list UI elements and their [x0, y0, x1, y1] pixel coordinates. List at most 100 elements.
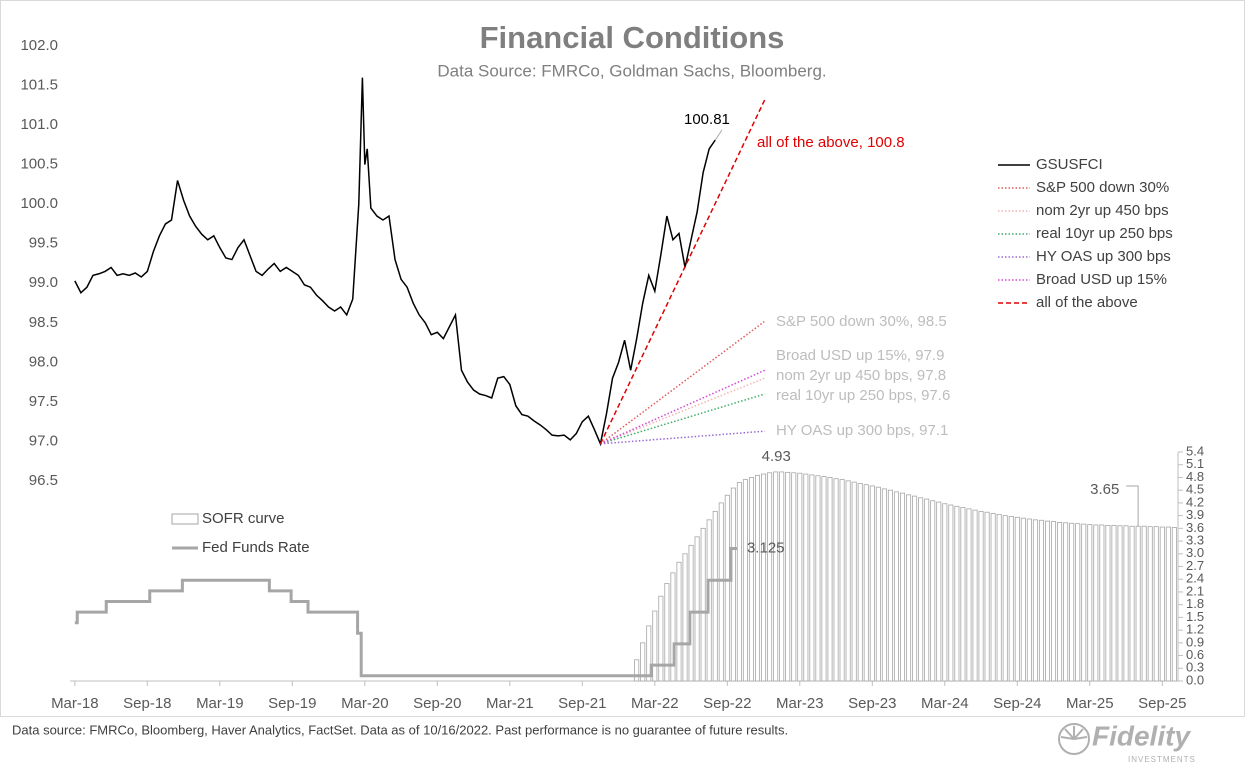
sofr-bar [978, 510, 984, 682]
sofr-bar [1057, 521, 1063, 682]
sofr-bar [700, 527, 706, 682]
leader-line [714, 129, 723, 141]
sofr-bar [1008, 516, 1014, 682]
sofr-bar [1038, 519, 1044, 682]
sofr-bar [718, 502, 724, 682]
y-tick-label: 99.5 [29, 235, 58, 252]
sofr-bar [1165, 526, 1171, 682]
chart-subtitle: Data Source: FMRCo, Goldman Sachs, Bloom… [437, 61, 826, 80]
x-tick-label: Sep-19 [268, 695, 316, 712]
sofr-bar [773, 471, 779, 682]
x-tick-label: Sep-23 [848, 695, 896, 712]
x-tick-label: Sep-18 [123, 695, 171, 712]
sofr-bar [785, 471, 791, 682]
sofr-bar [724, 494, 730, 682]
x-tick-label: Sep-22 [703, 695, 751, 712]
x-tick-label: Mar-19 [196, 695, 244, 712]
sofr-bar [1141, 525, 1147, 682]
legend-label: SOFR curve [202, 510, 285, 527]
sofr-bar [1159, 526, 1165, 682]
sofr-bar [767, 472, 773, 682]
sofr-bar [863, 484, 869, 682]
y-tick-label: 99.0 [29, 274, 58, 291]
y2-tick-label: 5.1 [1186, 456, 1204, 471]
sofr-bar [1069, 522, 1075, 682]
sofr-bar [984, 511, 990, 682]
x-tick-label: Mar-20 [341, 695, 389, 712]
y2-tick-label: 3.9 [1186, 507, 1204, 522]
y2-tick-label: 3.0 [1186, 545, 1204, 560]
y2-tick-label: 0.9 [1186, 634, 1204, 649]
sofr-bar [906, 494, 912, 682]
y-tick-label: 98.5 [29, 314, 58, 331]
sofr-bar [972, 509, 978, 682]
sofr-bar [990, 513, 996, 682]
y2-tick-label: 4.5 [1186, 482, 1204, 497]
x-tick-label: Mar-24 [921, 695, 969, 712]
sofr-bar [960, 507, 966, 682]
sofr-bar [1014, 516, 1020, 682]
sofr-bar [899, 492, 906, 682]
legend-label: all of the above [1036, 294, 1138, 311]
legend-label: real 10yr up 250 bps [1036, 225, 1173, 242]
y-tick-label: 97.5 [29, 393, 58, 410]
y2-tick-label: 1.8 [1186, 596, 1204, 611]
x-tick-label: Sep-20 [413, 695, 461, 712]
sofr-bar [1105, 524, 1111, 682]
sofr-bar [1032, 519, 1038, 682]
annotation: HY OAS up 300 bps, 97.1 [776, 422, 948, 439]
sofr-bar [996, 513, 1002, 682]
annotation: nom 2yr up 450 bps, 97.8 [776, 367, 946, 384]
sofr-bar [1171, 527, 1177, 682]
line [600, 377, 766, 445]
x-tick-label: Mar-18 [51, 695, 99, 712]
legend-label: nom 2yr up 450 bps [1036, 202, 1169, 219]
sofr-bar [839, 479, 845, 682]
sofr-bar [755, 474, 761, 682]
sofr-bar [1123, 525, 1129, 682]
y2-tick-label: 0.6 [1186, 647, 1204, 662]
sofr-bar [942, 503, 948, 682]
x-tick-label: Sep-21 [558, 695, 606, 712]
sofr-bar [1129, 525, 1135, 682]
sofr-bar [634, 659, 640, 682]
y-tick-label: 98.0 [29, 353, 58, 370]
logo: Fidelity INVESTMENTS [1058, 720, 1195, 764]
sofr-bar [1099, 524, 1105, 682]
y-tick-label: 101.0 [20, 116, 58, 133]
leader-line [1126, 485, 1139, 527]
sofr-bar [736, 482, 742, 682]
sofr-bar [809, 474, 815, 682]
sofr-bar [966, 508, 972, 682]
y2-tick-label: 4.8 [1186, 469, 1204, 484]
logo-icon [1058, 723, 1090, 755]
x-tick-label: Sep-24 [993, 695, 1041, 712]
x-tick-label: Mar-25 [1066, 695, 1114, 712]
line [600, 430, 765, 445]
sofr-bar [1117, 525, 1123, 682]
y2-tick-label: 4.2 [1186, 494, 1204, 509]
sofr-bar [761, 473, 767, 682]
sofr-bar [1153, 526, 1159, 682]
sofr-bar [676, 561, 682, 682]
annotation: real 10yr up 250 bps, 97.6 [776, 387, 950, 404]
logo-name: Fidelity [1092, 720, 1191, 751]
legend-label: Fed Funds Rate [202, 539, 310, 556]
sofr-bar [954, 505, 960, 682]
sofr-bar [748, 477, 754, 682]
sofr-bar [869, 485, 875, 682]
chart-title: Financial Conditions [480, 20, 785, 55]
sofr-bar [1044, 520, 1051, 682]
sofr-bar [791, 472, 797, 682]
sofr-bar [857, 482, 863, 682]
sofr-bar [821, 476, 827, 682]
sofr-bar [912, 495, 918, 682]
sofr-bar [664, 583, 670, 682]
legend-label: Broad USD up 15% [1036, 271, 1167, 288]
x-tick-label: Mar-21 [486, 695, 534, 712]
annotation: S&P 500 down 30%, 98.5 [776, 313, 947, 330]
sofr-bar [712, 510, 718, 682]
data-label: 100.81 [684, 111, 730, 128]
sofr-bar [815, 475, 821, 682]
